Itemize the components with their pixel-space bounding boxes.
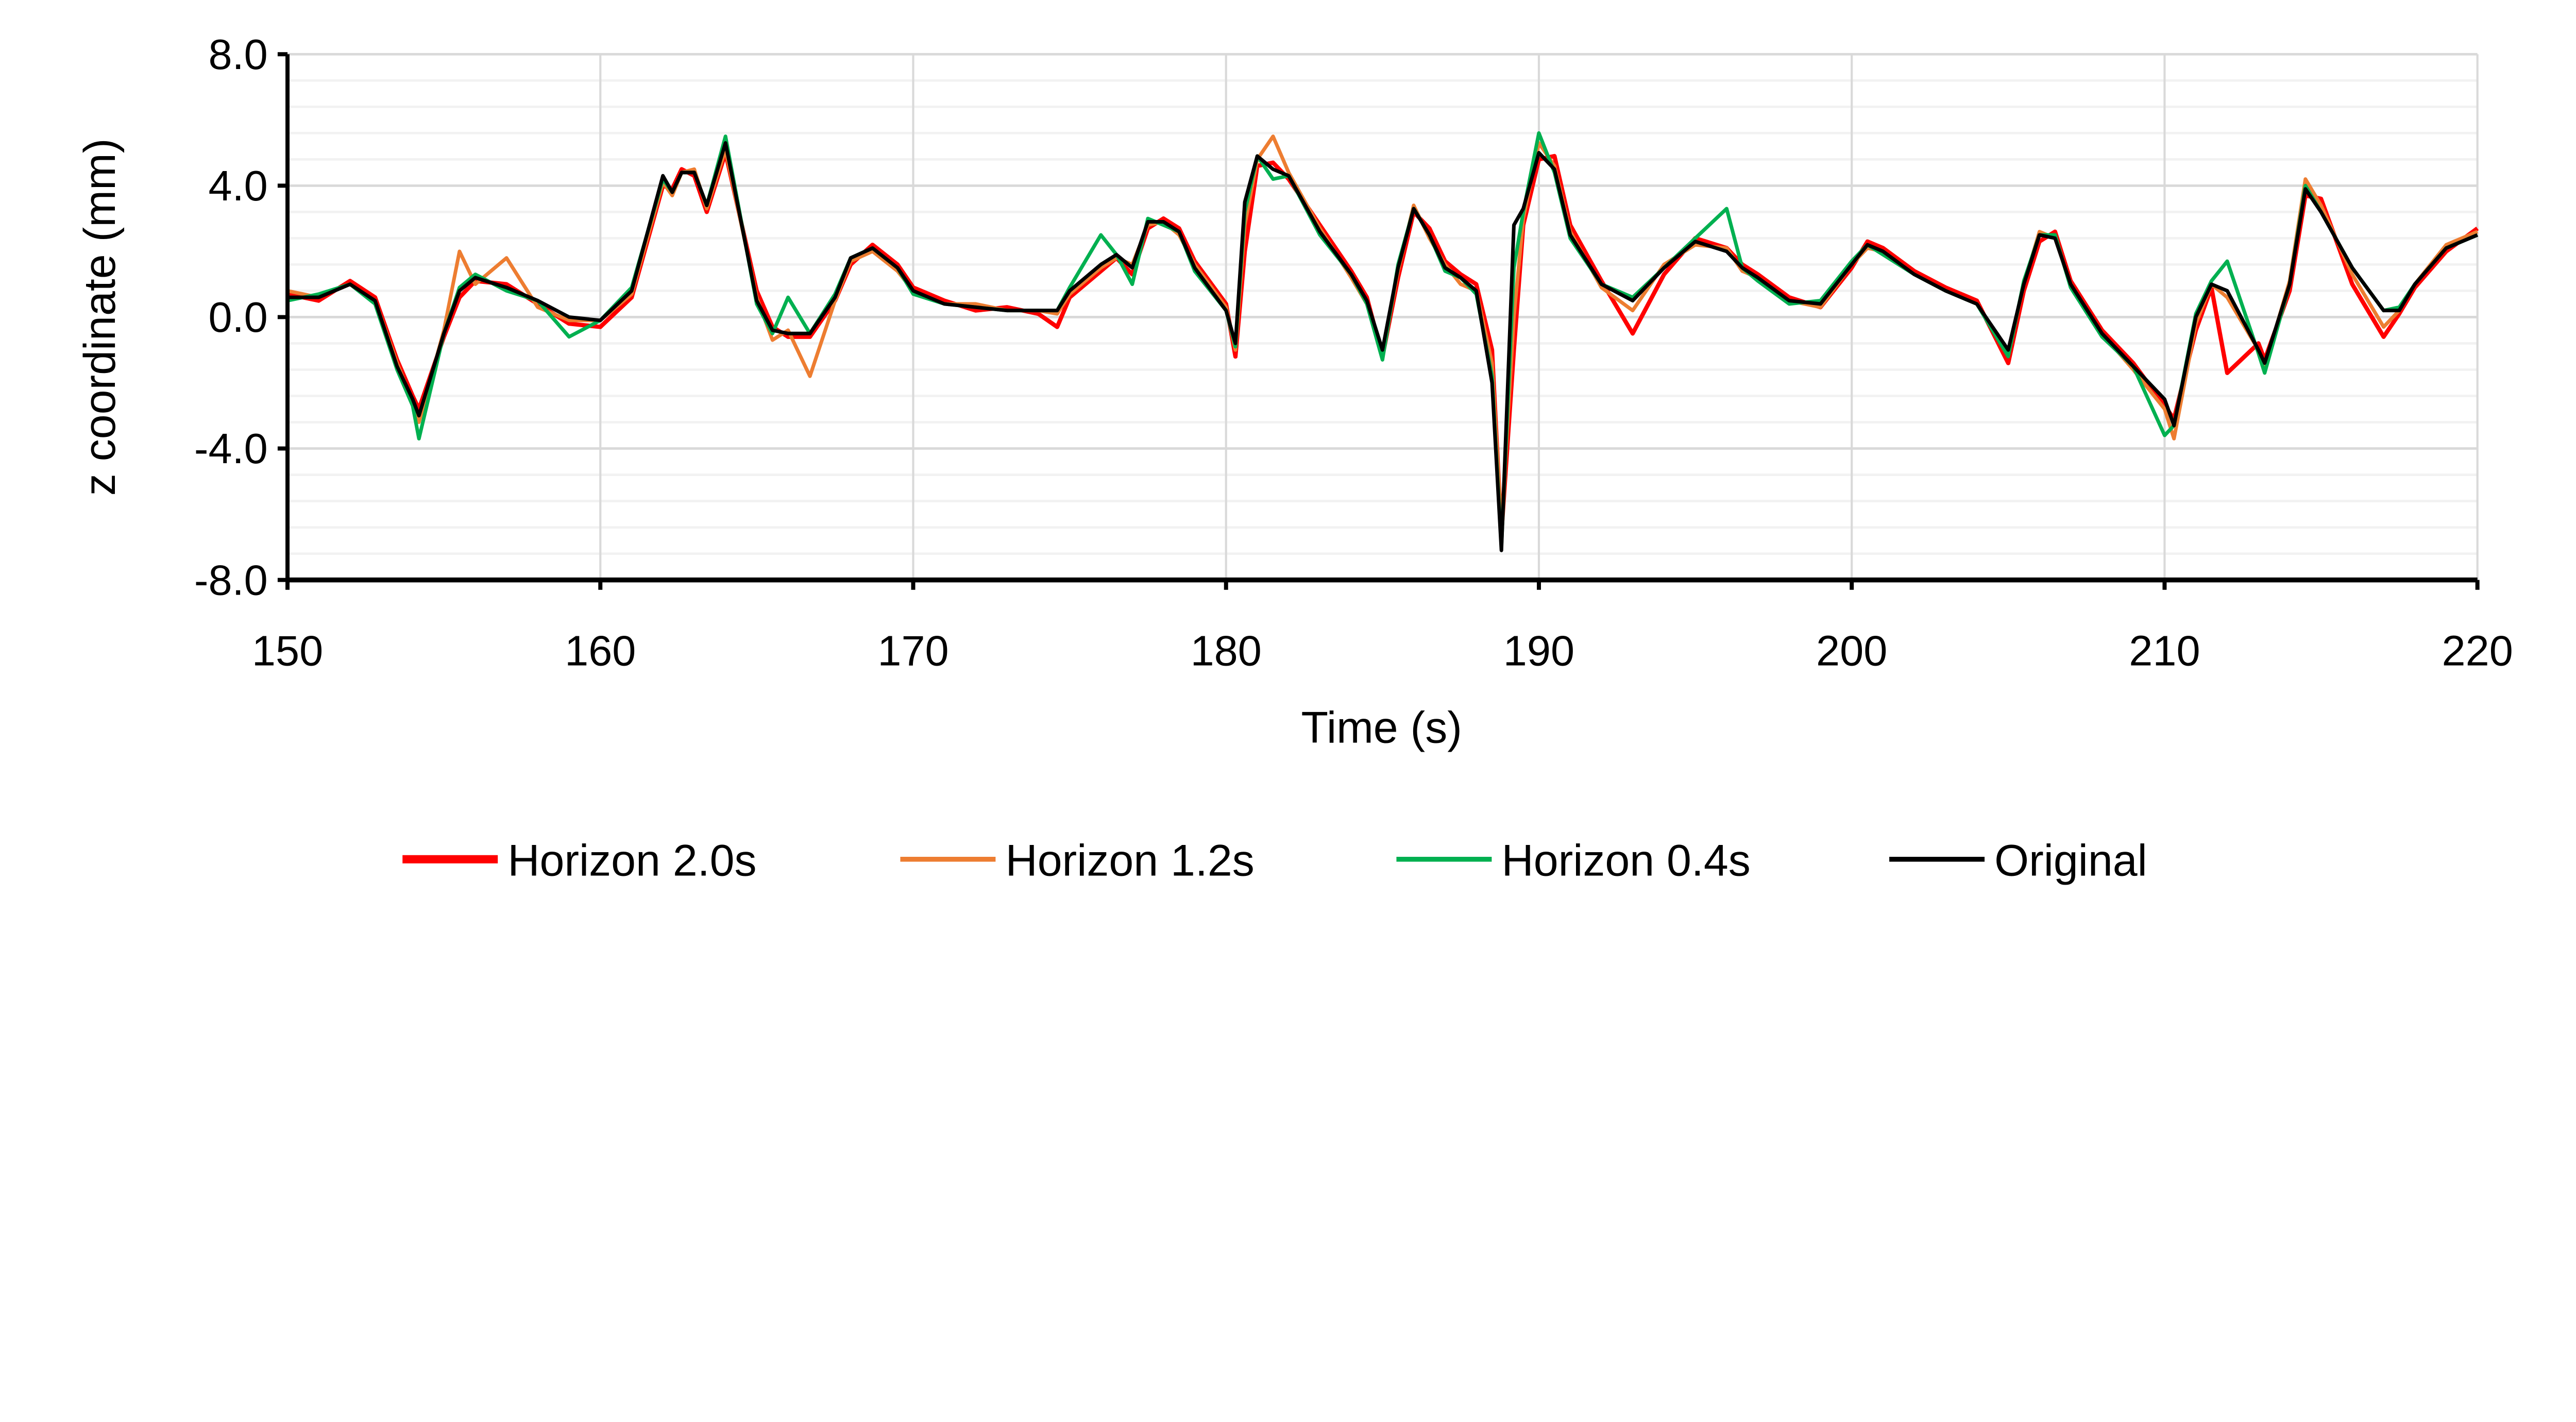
legend-item: Horizon 0.4s xyxy=(1396,836,1751,886)
x-tick-label: 180 xyxy=(1191,627,1262,674)
series-line-horizon-0-4s xyxy=(287,131,2479,549)
series-lines xyxy=(287,131,2479,552)
x-tick-label: 170 xyxy=(877,627,948,674)
legend-item: Horizon 2.0s xyxy=(402,836,757,886)
x-tick-labels: 150 160 170 180 190 200 210 220 xyxy=(252,627,2513,674)
x-tick-label: 160 xyxy=(565,627,636,674)
legend: Horizon 2.0s Horizon 1.2s Horizon 0.4s Orig… xyxy=(402,836,2147,886)
x-tick-label: 150 xyxy=(252,627,323,674)
y-tick-label: 0.0 xyxy=(209,293,268,341)
legend-label: Original xyxy=(1994,836,2147,886)
legend-label: Horizon 1.2s xyxy=(1006,836,1255,886)
axes xyxy=(277,52,2480,590)
y-tick-label: -4.0 xyxy=(194,425,268,472)
legend-label: Horizon 2.0s xyxy=(507,836,756,886)
legend-item: Horizon 1.2s xyxy=(900,836,1255,886)
x-tick-label: 210 xyxy=(2129,627,2200,674)
y-tick-label: 8.0 xyxy=(209,30,268,78)
line-chart: 8.0 4.0 0.0 -4.0 -8.0 150 160 170 180 190 200 210 2… xyxy=(75,30,2513,886)
legend-label: Horizon 0.4s xyxy=(1502,836,1751,886)
y-axis-label: z coordinate (mm) xyxy=(75,139,125,496)
legend-item: Original xyxy=(1889,836,2147,886)
y-tick-label: -8.0 xyxy=(194,556,268,604)
x-tick-label: 190 xyxy=(1503,627,1574,674)
y-tick-labels: 8.0 4.0 0.0 -4.0 -8.0 xyxy=(194,30,268,604)
y-tick-label: 4.0 xyxy=(209,162,268,210)
x-tick-label: 200 xyxy=(1816,627,1887,674)
x-tick-label: 220 xyxy=(2442,627,2513,674)
x-axis-label: Time (s) xyxy=(1301,703,1462,752)
series-line-horizon-1-2s xyxy=(287,134,2479,530)
series-line-original xyxy=(287,141,2479,552)
gridlines xyxy=(286,53,2479,582)
